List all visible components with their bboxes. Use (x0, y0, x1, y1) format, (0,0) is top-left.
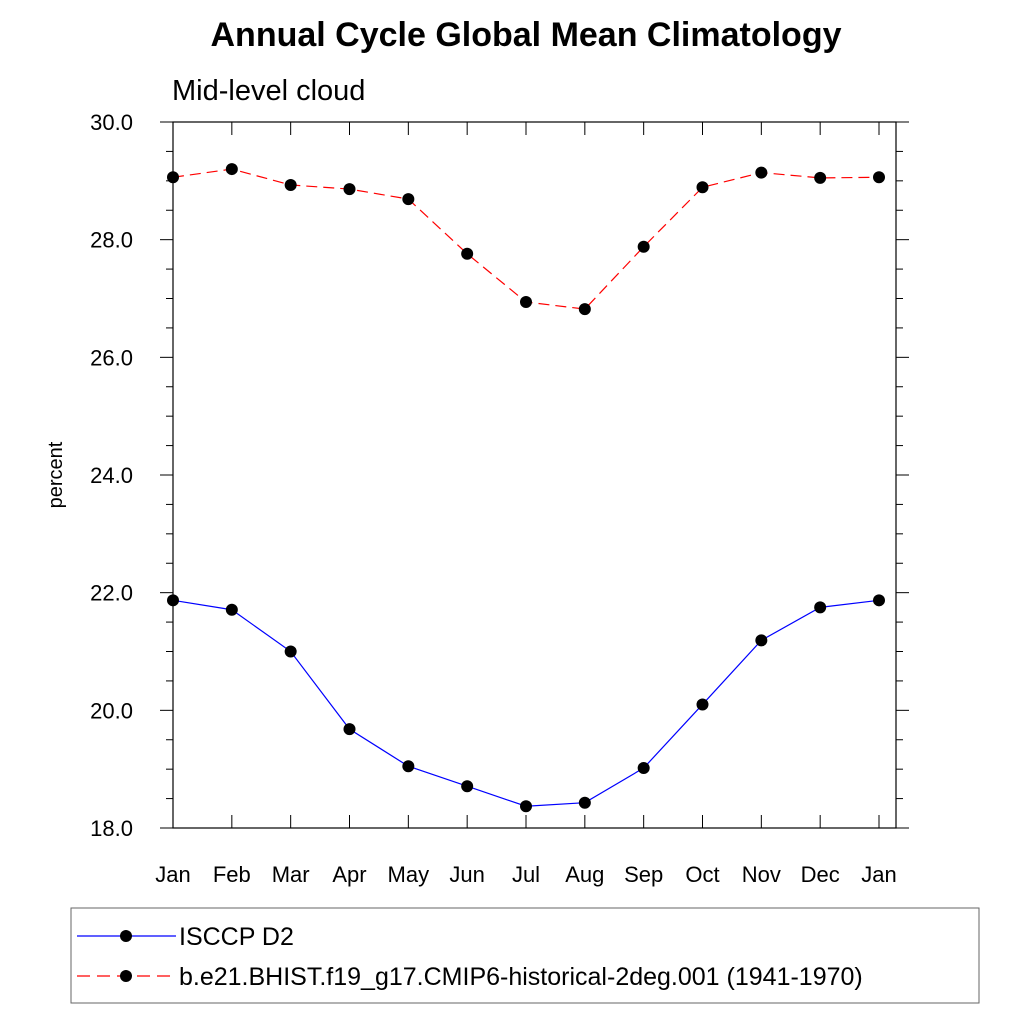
series-1-point (814, 601, 827, 614)
series-1-point (284, 645, 297, 658)
legend: ISCCP D2 b.e21.BHIST.f19_g17.CMIP6-histor… (77, 923, 863, 991)
y-tick-label: 18.0 (90, 816, 133, 841)
y-tick-label: 30.0 (90, 110, 133, 135)
series-2-point (520, 296, 532, 309)
y-tick-label: 24.0 (90, 463, 133, 488)
legend-label-2: b.e21.BHIST.f19_g17.CMIP6-historical-2de… (179, 963, 863, 991)
y-tick-label: 28.0 (90, 228, 133, 253)
series-2-point (343, 183, 356, 196)
x-tick-label: Oct (685, 862, 719, 887)
series-1-point (637, 761, 650, 774)
series-2-point (167, 171, 179, 184)
x-tick-label: Sep (624, 862, 663, 887)
series-1-point (755, 634, 768, 647)
x-tick-label: Dec (801, 862, 840, 887)
plot-frame (172, 121, 897, 829)
series-1-point (225, 603, 238, 616)
y-tick-label: 20.0 (90, 698, 133, 723)
series-1-point (343, 723, 356, 736)
series-1-point (578, 796, 591, 809)
y-axis-label: percent (45, 441, 67, 508)
x-tick-label: Nov (742, 862, 781, 887)
series-2-point (284, 178, 297, 191)
legend-box (70, 907, 980, 1004)
series-2-point (225, 163, 238, 176)
series-1-point (520, 800, 532, 813)
series-2-point (578, 303, 591, 316)
x-tick-label: Apr (332, 862, 366, 887)
legend-marker-1 (120, 930, 132, 942)
series-2-point (637, 240, 650, 253)
series-1-point (402, 760, 415, 773)
series-1-point (873, 594, 885, 607)
series-2-point (755, 166, 768, 179)
chart-subtitle: Mid-level cloud (172, 75, 365, 107)
y-tick-label: 22.0 (90, 581, 133, 606)
x-tick-label: Jun (449, 862, 484, 887)
series-1-point (696, 698, 709, 711)
series-2-point (814, 171, 827, 184)
x-tick-label: Jan (155, 862, 190, 887)
x-tick-label: May (388, 862, 430, 887)
series-1-point (167, 594, 179, 607)
series-1-point (461, 780, 474, 793)
series-line-1 (172, 599, 880, 807)
x-tick-label: Jan (861, 862, 896, 887)
x-tick-label: Jul (512, 862, 540, 887)
x-tick-label: Mar (272, 862, 310, 887)
legend-marker-2 (120, 970, 132, 982)
chart-title: Annual Cycle Global Mean Climatology (211, 16, 842, 54)
legend-label-1: ISCCP D2 (179, 923, 294, 951)
x-tick-label: Feb (213, 862, 251, 887)
series-2-point (696, 181, 709, 194)
series-line-2 (172, 168, 880, 310)
series-2-point (461, 247, 474, 260)
y-tick-label: 26.0 (90, 345, 133, 370)
plot-area: 18.0 20.0 22.0 24.0 26.0 28.0 30.0 Jan Feb Mar Apr… (90, 110, 909, 887)
series-2-point (402, 193, 415, 206)
series-2-point (873, 171, 885, 184)
x-tick-label: Aug (565, 862, 604, 887)
